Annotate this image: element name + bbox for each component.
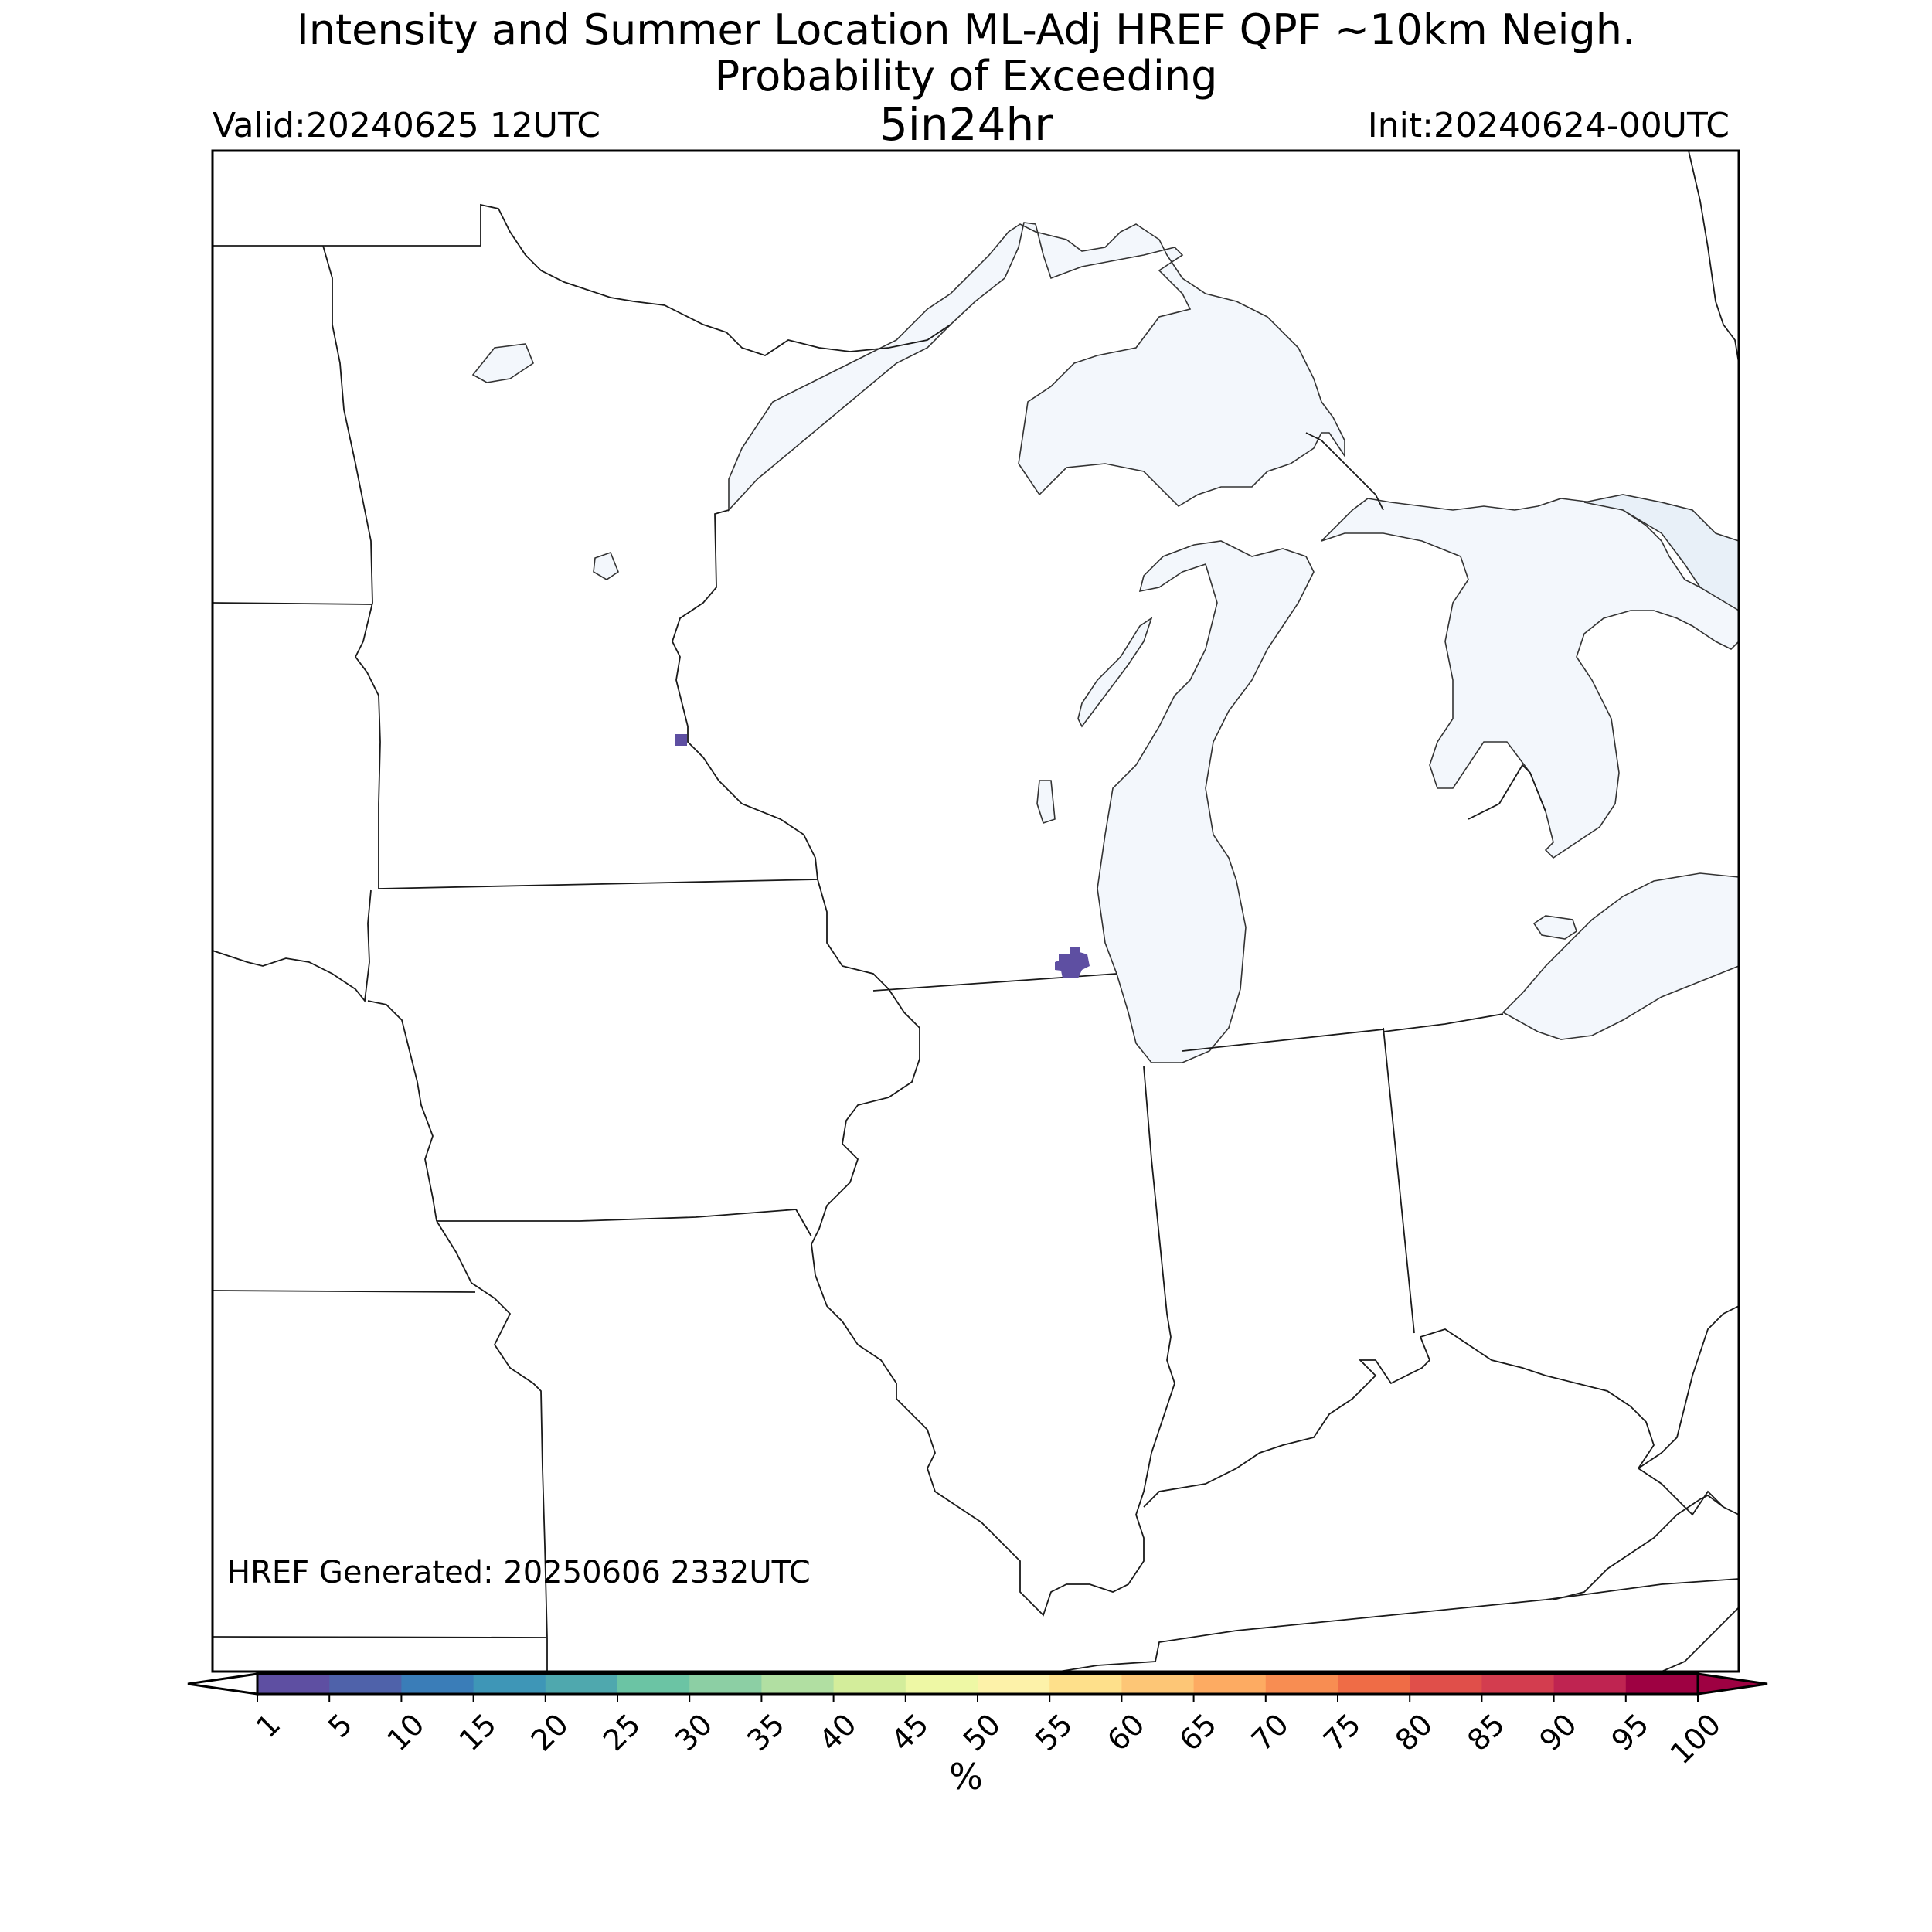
colorbar-segment [545, 1674, 618, 1694]
map-frame [211, 149, 1740, 1673]
colorbar-tick-label: 45 [885, 1707, 935, 1757]
probability-blob-wisconsin [675, 734, 687, 746]
title-threshold: 5in24hr [879, 98, 1053, 151]
colorbar-segment [1049, 1674, 1122, 1694]
state-border-oh-ky-wv [1420, 1305, 1739, 1469]
minnesota-lake [593, 551, 619, 580]
state-border-ky-va [1553, 1494, 1739, 1600]
colorbar-unit-label: % [949, 1756, 983, 1798]
colorbar-over-arrow [1696, 1672, 1768, 1696]
colorbar-tick-label: 20 [525, 1707, 575, 1757]
colorbar-segment [1410, 1674, 1482, 1694]
colorbar-segment [329, 1674, 402, 1694]
colorbar-tick-label: 35 [740, 1707, 791, 1757]
colorbar-segment [761, 1674, 835, 1694]
colorbar-segment [978, 1674, 1050, 1694]
state-border-il-mo [811, 1243, 1145, 1617]
colorbar-segment [833, 1674, 906, 1694]
state-border-il-in [1143, 1066, 1175, 1492]
colorbar-tick-label: 15 [452, 1707, 502, 1757]
colorbar-tick-label: 95 [1605, 1707, 1655, 1757]
title-line-2: Probability of Exceeding [714, 52, 1218, 100]
colorbar-segment [617, 1674, 690, 1694]
title-line-1: Intensity and Summer Location ML-Adj HRE… [296, 5, 1636, 54]
state-border-mi-oh [1383, 1013, 1504, 1032]
colorbar-segment [1265, 1674, 1338, 1694]
state-border-ia-mo [437, 1209, 812, 1237]
state-border-in-oh-ky [1143, 1336, 1431, 1508]
map-area [213, 151, 1739, 1672]
state-border-ny-pa [1688, 151, 1739, 364]
colorbar-tick-label: 55 [1029, 1707, 1079, 1757]
colorbar-segment [1121, 1674, 1195, 1694]
state-border-ne-ks [213, 1290, 476, 1293]
lake-huron-lower-coast [1468, 764, 1546, 820]
lake-of-the-woods [471, 343, 534, 383]
state-border-sd-nd [213, 602, 373, 605]
colorbar-segment [1338, 1674, 1410, 1694]
green-bay [1077, 617, 1153, 728]
colorbar-segment [257, 1674, 330, 1694]
colorbar-tick-label: 1 [250, 1707, 287, 1744]
colorbar-tick-label: 65 [1172, 1707, 1223, 1757]
state-border-ks-ok [213, 1636, 546, 1638]
colorbar-tick-label: 10 [380, 1707, 430, 1757]
colorbar-tick-label: 80 [1389, 1707, 1439, 1757]
canada-border-west [213, 203, 951, 356]
colorbar-tick-label: 40 [812, 1707, 862, 1757]
colorbar-segment [473, 1674, 546, 1694]
colorbar-segment [1553, 1674, 1627, 1694]
colorbar-tick-label: 90 [1532, 1707, 1583, 1757]
colorbar-tick-label: 85 [1461, 1707, 1511, 1757]
state-border-mn-wi [672, 509, 818, 880]
lake-winnebago [1036, 780, 1056, 825]
generated-time-label: HREF Generated: 20250606 2332UTC [227, 1555, 811, 1590]
colorbar-tick-label: 5 [321, 1707, 359, 1744]
colorbar-tick-label: 30 [668, 1707, 719, 1757]
lake-superior [728, 222, 1345, 512]
colorbar-segment [1193, 1674, 1267, 1694]
state-border-mn-nd [322, 245, 381, 889]
valid-time-label: Valid:20240625 12UTC [213, 106, 601, 145]
georgian-bay [1583, 494, 1739, 611]
colorbar-tick-label: 60 [1100, 1707, 1151, 1757]
lake-huron [1321, 498, 1739, 859]
colorbar-tick-label: 50 [957, 1707, 1007, 1757]
state-border-ne-sd [213, 889, 372, 1003]
lake-st-clair [1532, 915, 1577, 940]
colorbar-tick-label: 75 [1317, 1707, 1367, 1757]
state-border-ky-tn [1058, 1578, 1739, 1672]
state-border-ne-mo [436, 1220, 548, 1672]
state-border-wi-il [872, 973, 1117, 992]
state-border-in-oh [1383, 1027, 1415, 1334]
colorbar-segment [689, 1674, 762, 1694]
canada-border-east [1305, 432, 1384, 511]
state-border-ia-wi-il [811, 879, 920, 1245]
init-time-label: Init:20240624-00UTC [1367, 106, 1730, 145]
colorbar-segment [905, 1674, 978, 1694]
state-border-ia-mn [378, 879, 818, 889]
colorbar-tick-label: 70 [1245, 1707, 1295, 1757]
colorbar-segment [401, 1674, 474, 1694]
colorbar-segment [1481, 1674, 1555, 1694]
state-border-va-tn [1661, 1607, 1739, 1672]
state-border-wv-va [1638, 1468, 1724, 1516]
lake-michigan [1097, 540, 1315, 1063]
state-border-in-mi [1182, 1029, 1384, 1052]
probability-blob-illinois [1055, 947, 1090, 978]
lake-erie [1502, 872, 1739, 1040]
colorbar-tick-label: 25 [597, 1707, 647, 1757]
colorbar-segment [1625, 1674, 1699, 1694]
state-border-ia-ne [367, 1000, 437, 1222]
colorbar-under-arrow [187, 1672, 259, 1696]
